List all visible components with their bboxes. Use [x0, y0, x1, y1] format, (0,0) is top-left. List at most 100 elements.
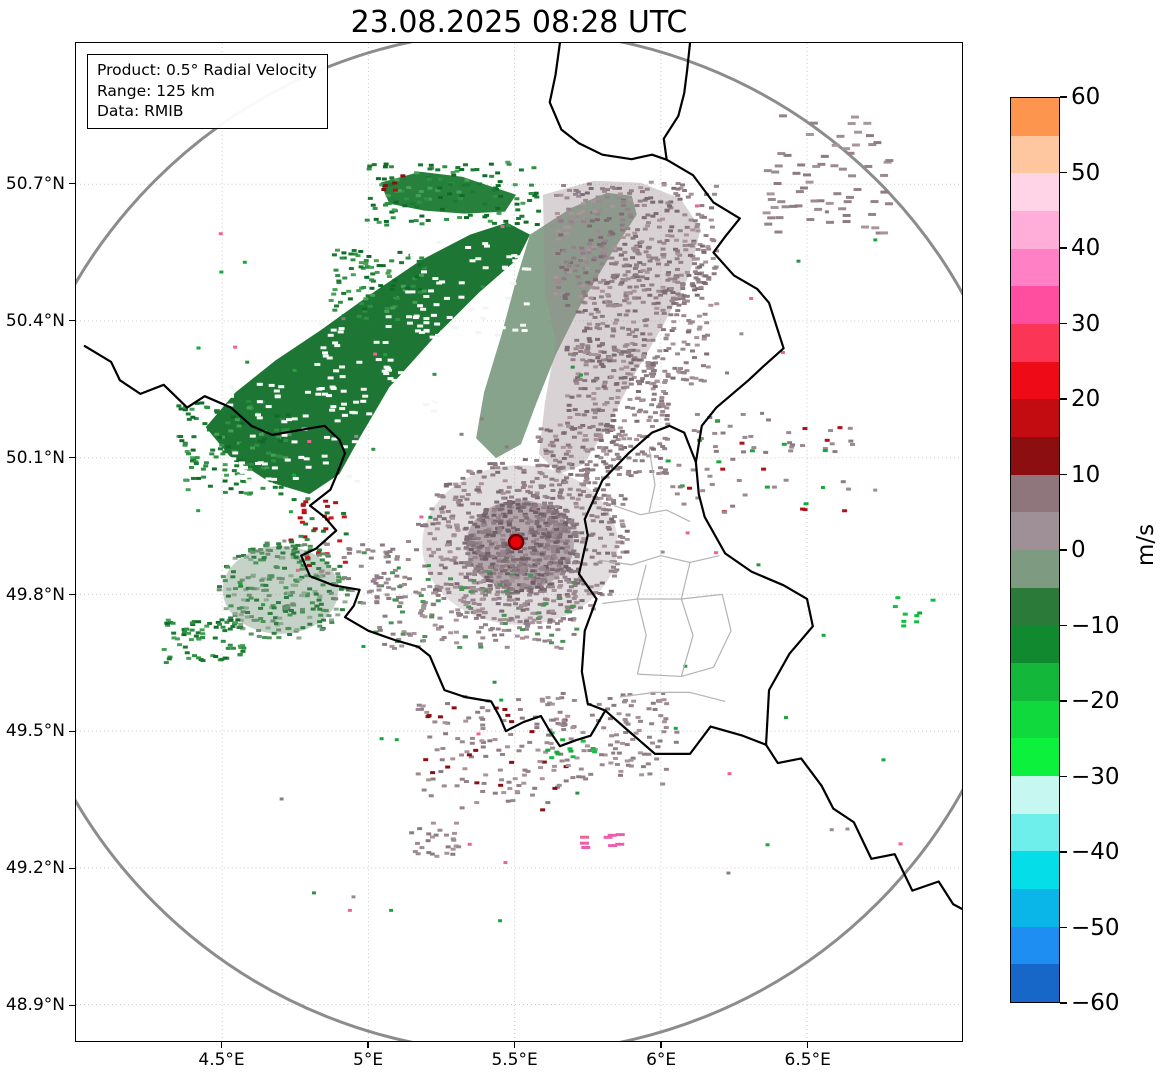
echo-pixel [399, 610, 405, 614]
echo-pixel [509, 720, 515, 724]
echo-pixel [475, 318, 482, 322]
echo-pixel [692, 219, 698, 223]
echo-pixel [238, 646, 244, 650]
echo-pixel [587, 426, 593, 430]
echo-pixel [196, 656, 202, 660]
echo-pixel [486, 530, 492, 534]
echo-pixel [406, 315, 413, 319]
echo-pixel [428, 571, 434, 575]
echo-pixel [568, 737, 574, 741]
echo-pixel [814, 207, 823, 211]
echo-pixel [484, 213, 490, 217]
country-border [577, 424, 697, 712]
echo-pixel [241, 598, 247, 602]
echo-pixel [383, 203, 388, 207]
echo-pixel [361, 644, 366, 648]
echo-pixel [675, 280, 681, 284]
echo-pixel [520, 486, 526, 490]
echo-pixel [508, 616, 514, 620]
echo-pixel [317, 575, 323, 579]
echo-pixel [275, 601, 281, 605]
echo-pixel [165, 623, 171, 627]
echo-pixel [586, 394, 592, 398]
echo-pixel [553, 561, 559, 565]
echo-pixel [607, 592, 613, 596]
echo-pixel [558, 233, 564, 237]
echo-pixel [260, 486, 266, 490]
echo-pixel [413, 171, 419, 175]
echo-pixel [487, 517, 493, 521]
echo-pixel [319, 558, 325, 562]
echo-pixel [341, 555, 347, 559]
echo-pixel [626, 469, 632, 473]
echo-pixel [837, 426, 843, 430]
echo-pixel [277, 616, 283, 620]
echo-pixel [675, 193, 681, 197]
echo-pixel [609, 425, 615, 429]
echo-pixel [668, 206, 674, 210]
echo-pixel [560, 465, 566, 469]
echo-pixel [213, 625, 219, 629]
echo-pixel [504, 556, 510, 560]
echo-pixel [499, 752, 505, 756]
x-tick-label: 6.5°E [784, 1050, 831, 1070]
echo-pixel [184, 450, 190, 454]
echo-pixel [698, 285, 704, 289]
echo-pixel [659, 413, 665, 417]
echo-pixel [639, 275, 645, 279]
echo-pixel [303, 522, 309, 526]
echo-pixel [709, 238, 715, 242]
echo-pixel [617, 303, 623, 307]
echo-pixel [186, 452, 192, 456]
echo-pixel [514, 202, 520, 206]
echo-pixel [615, 196, 621, 200]
echo-pixel [418, 593, 424, 597]
echo-pixel [445, 721, 451, 725]
echo-pixel [598, 496, 604, 500]
echo-pixel [618, 444, 624, 448]
echo-pixel [673, 740, 679, 744]
echo-pixel [698, 378, 704, 382]
echo-pixel [730, 504, 736, 508]
echo-pixel [537, 625, 543, 629]
echo-pixel [534, 491, 540, 495]
echo-pixel [870, 200, 879, 204]
echo-pixel [522, 497, 528, 501]
echo-pixel [652, 707, 658, 711]
colorbar-tick-label: 10 [1071, 461, 1101, 488]
echo-pixel [489, 542, 495, 546]
echo-pixel [597, 359, 603, 363]
echo-pixel [448, 183, 454, 187]
echo-pixel [230, 575, 236, 579]
echo-pixel [683, 664, 688, 668]
echo-pixel [553, 478, 559, 482]
echo-pixel [389, 908, 394, 912]
echo-pixel [539, 552, 545, 556]
echo-pixel [625, 270, 631, 274]
echo-pixel [646, 267, 652, 271]
echo-pixel [596, 409, 602, 413]
echo-pixel [838, 207, 847, 211]
echo-pixel [684, 299, 690, 303]
echo-pixel [607, 508, 613, 512]
echo-pixel [470, 543, 476, 547]
echo-pixel [699, 244, 705, 248]
echo-pixel [740, 412, 746, 416]
echo-pixel [464, 611, 470, 615]
echo-pixel [276, 542, 282, 546]
echo-pixel [644, 270, 650, 274]
echo-pixel [276, 636, 282, 640]
echo-pixel [614, 318, 620, 322]
echo-pixel [298, 543, 304, 547]
echo-pixel [677, 253, 683, 257]
echo-pixel [565, 530, 571, 534]
echo-pixel [529, 564, 535, 568]
echo-pixel [650, 691, 656, 695]
echo-pixel [620, 278, 626, 282]
echo-pixel [541, 589, 547, 593]
echo-pixel [526, 502, 532, 506]
echo-pixel [646, 253, 652, 257]
echo-pixel [760, 411, 765, 415]
echo-pixel [416, 522, 422, 526]
echo-pixel [669, 234, 675, 238]
